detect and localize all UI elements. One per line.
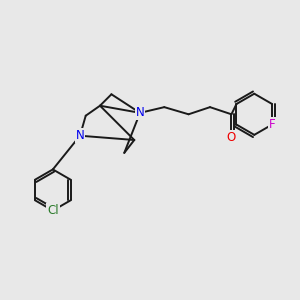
Text: Cl: Cl xyxy=(47,204,59,217)
Text: O: O xyxy=(227,130,236,144)
Text: N: N xyxy=(76,129,84,142)
Text: F: F xyxy=(269,118,275,131)
Text: N: N xyxy=(136,106,144,119)
